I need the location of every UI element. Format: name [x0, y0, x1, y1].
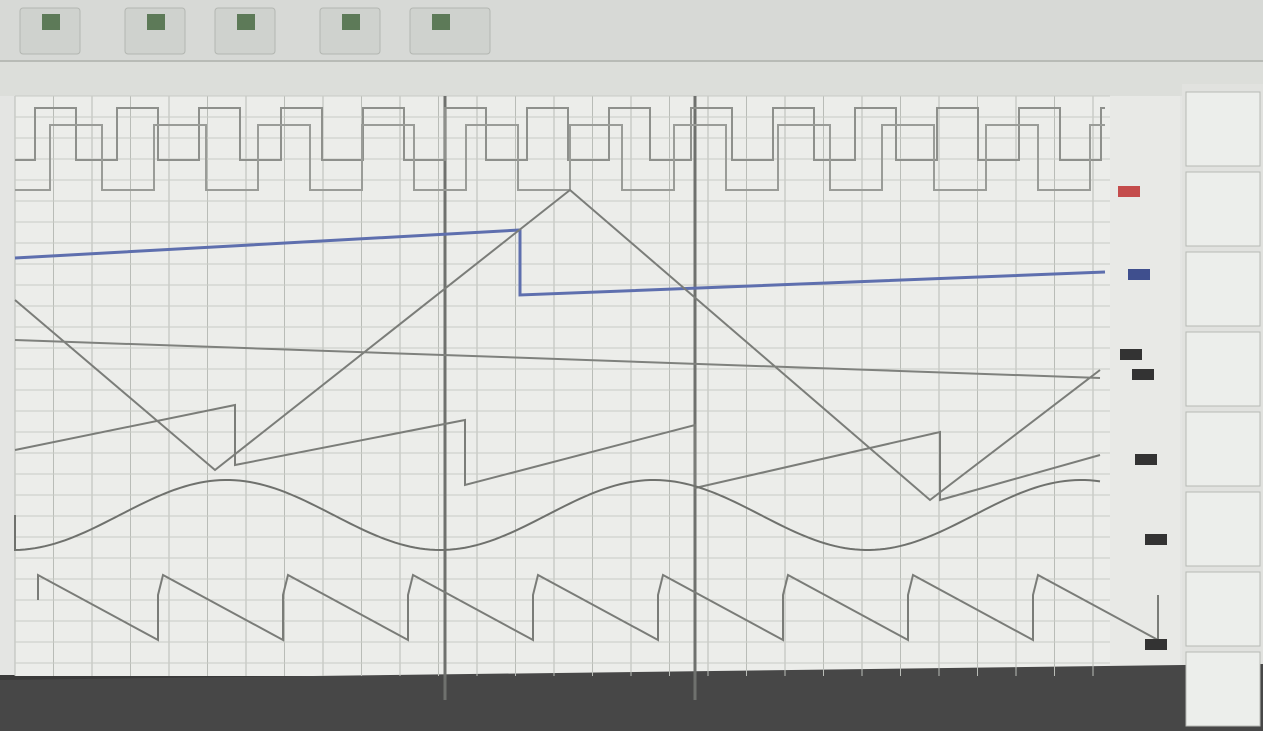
channel-marker	[1135, 454, 1157, 465]
toolbar-icon	[147, 14, 165, 30]
channel-marker	[1132, 369, 1154, 380]
channel-panel[interactable]	[1186, 412, 1260, 486]
toolbar-icon	[342, 14, 360, 30]
toolbar-divider	[0, 60, 1263, 62]
channel-panel[interactable]	[1186, 252, 1260, 326]
toolbar-icon	[42, 14, 60, 30]
screen	[0, 0, 1263, 731]
channel-marker	[1120, 349, 1142, 360]
channel-panel[interactable]	[1186, 92, 1260, 166]
scale-column	[1110, 96, 1180, 676]
channel-marker	[1145, 639, 1167, 650]
time-ruler	[0, 62, 1263, 96]
toolbar-icon	[237, 14, 255, 30]
channel-marker	[1128, 269, 1150, 280]
toolbar-icon	[432, 14, 450, 30]
channel-panel[interactable]	[1186, 332, 1260, 406]
channel-panel[interactable]	[1186, 492, 1260, 566]
channel-panel[interactable]	[1186, 172, 1260, 246]
channel-panel[interactable]	[1186, 652, 1260, 726]
channel-panel[interactable]	[1186, 572, 1260, 646]
channel-marker	[1145, 534, 1167, 545]
page: (() => { const data = JSON.parse(documen…	[0, 0, 1263, 731]
channel-marker	[1118, 186, 1140, 197]
toolbar	[0, 0, 1263, 62]
